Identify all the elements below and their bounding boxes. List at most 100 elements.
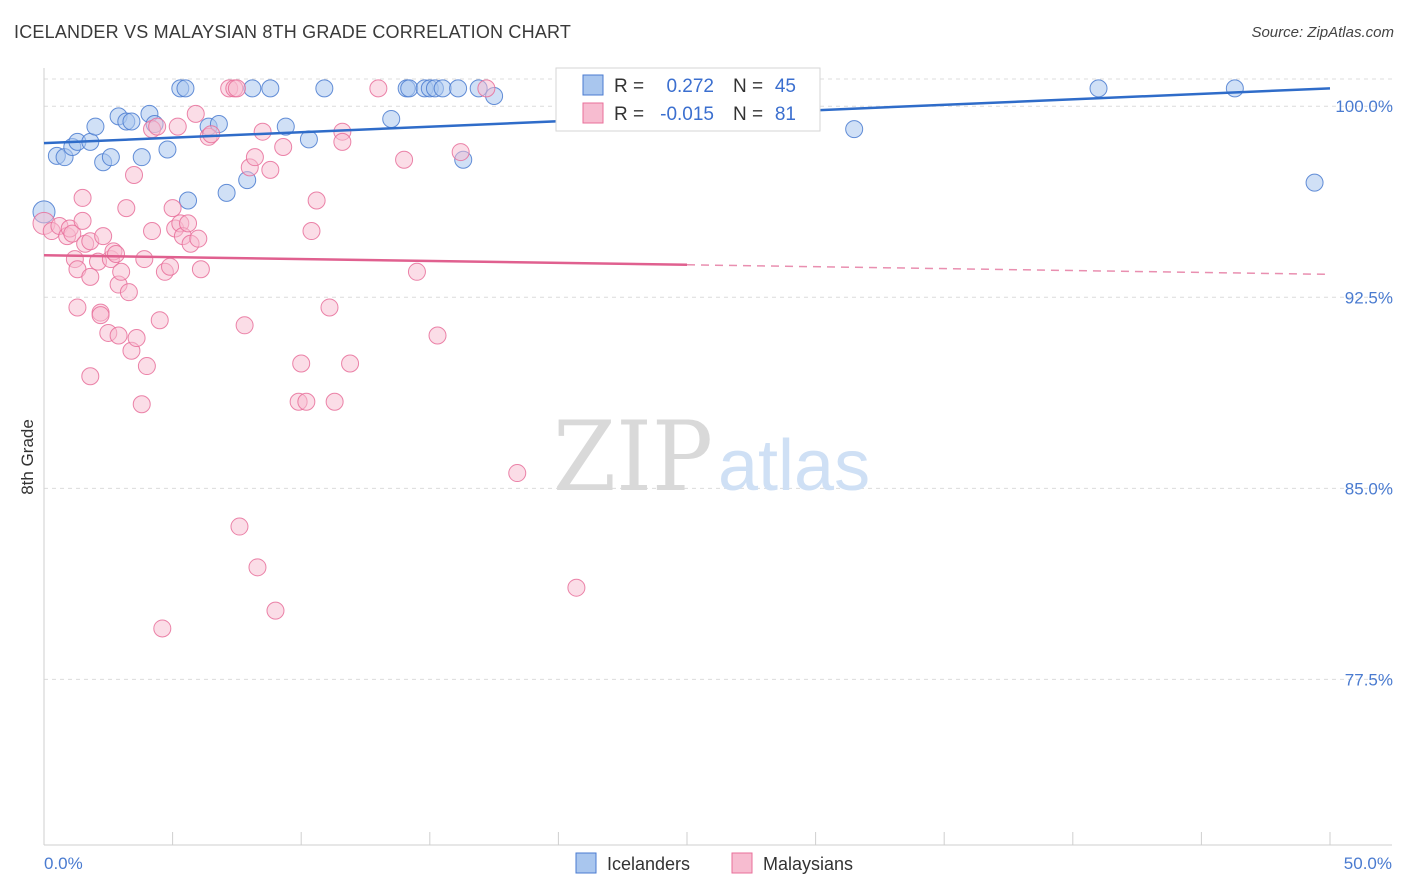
malaysians-point-76 [395,150,414,169]
malaysians-point-37 [150,311,169,330]
malaysians-point-61 [253,122,272,141]
y-tick-label-2: 85.0% [1345,479,1393,498]
malaysians-point-33 [137,357,156,376]
icelanders-point-6 [86,117,105,136]
stats-n-label-malaysians: N = [733,104,763,125]
malaysians-point-36 [148,117,167,136]
icelanders-point-8 [101,148,120,167]
stats-n-label-icelanders: N = [733,76,763,97]
icelanders-point-34 [433,79,452,98]
malaysians-point-57 [235,316,254,335]
malaysians-point-69 [307,191,326,210]
legend-swatch-malaysians[interactable] [731,852,753,874]
malaysians-point-31 [132,395,151,414]
legend-label-malaysians[interactable]: Malaysians [763,854,853,874]
source-credit: Source: ZipAtlas.com [1251,24,1394,41]
y-tick-labels: 100.0% 92.5% 85.0% 77.5% [1335,97,1393,689]
icelanders-point-15 [158,140,177,159]
malaysians-point-66 [292,354,311,373]
malaysians-trend-line [43,253,688,267]
malaysians-point-67 [297,392,316,411]
malaysians-point-40 [161,257,180,276]
malaysians-point-38 [153,619,172,638]
watermark-zip: ZIP [553,401,713,513]
stats-swatch-icelanders [582,74,604,96]
malaysians-point-48 [186,104,205,123]
malaysians-point-12 [81,267,100,286]
malaysians-point-52 [202,125,221,144]
malaysians-point-9 [73,211,92,230]
y-tick-label-0: 100.0% [1335,97,1393,116]
stats-r-label-malaysians: R = [614,104,644,125]
icelanders-point-17 [176,79,195,98]
icelanders-point-11 [122,112,141,131]
malaysians-point-34 [143,222,162,241]
malaysians-point-25 [112,262,131,281]
malaysians-point-64 [274,137,293,156]
stats-r-label-icelanders: R = [614,76,644,97]
icelanders-point-44 [1305,173,1324,192]
malaysians-point-59 [245,148,264,167]
y-tick-label-1: 92.5% [1345,288,1393,307]
watermark: ZIP atlas [553,401,870,513]
stats-swatch-malaysians [582,102,604,124]
malaysians-point-18 [94,227,113,246]
malaysians-point-73 [333,132,352,151]
legend-swatch-icelanders[interactable] [575,852,597,874]
malaysians-point-79 [451,143,470,162]
icelanders-point-25 [276,117,295,136]
x-tick-label-min: 0.0% [44,854,83,873]
malaysians-point-74 [341,354,360,373]
legend-label-icelanders[interactable]: Icelanders [607,854,690,874]
y-axis-label: 8th Grade [18,419,37,495]
malaysians-point-10 [73,188,92,207]
malaysians-point-75 [369,79,388,98]
icelanders-point-21 [217,183,236,202]
malaysians-point-78 [428,326,447,345]
malaysians-point-77 [407,262,426,281]
watermark-atlas: atlas [718,426,870,506]
malaysians-point-63 [266,601,285,620]
stats-n-value-malaysians: 81 [775,104,796,125]
malaysians-point-29 [125,165,144,184]
icelanders-point-27 [315,79,334,98]
malaysians-point-71 [325,392,344,411]
scatter-points [32,79,1324,638]
malaysians-point-46 [179,214,198,233]
icelanders-point-24 [261,79,280,98]
malaysians-point-81 [508,464,527,483]
malaysians-point-82 [567,578,586,597]
malaysians-point-68 [302,222,321,241]
malaysians-point-27 [119,283,138,302]
malaysians-point-5 [63,224,82,243]
malaysians-point-49 [189,229,208,248]
malaysians-point-43 [168,117,187,136]
malaysians-point-41 [163,199,182,218]
malaysians-trend-extension [686,264,1331,276]
icelanders-point-23 [243,79,262,98]
malaysians-point-56 [230,517,249,536]
icelanders-point-26 [299,130,318,149]
chart-title: ICELANDER VS MALAYSIAN 8TH GRADE CORRELA… [14,22,572,42]
malaysians-point-30 [127,329,146,348]
malaysians-point-70 [320,298,339,317]
stats-r-value-icelanders: 0.272 [666,76,714,97]
malaysians-point-50 [191,260,210,279]
icelanders-point-35 [449,79,468,98]
stats-legend: R = 0.272 N = 45 R = -0.015 N = 81 [555,67,821,132]
malaysians-point-23 [109,326,128,345]
stats-n-value-icelanders: 45 [775,76,796,97]
malaysians-point-17 [91,306,110,325]
malaysians-point-80 [477,79,496,98]
malaysians-point-62 [261,160,280,179]
icelanders-point-43 [1225,79,1244,98]
icelanders-point-42 [1089,79,1108,98]
icelanders-point-18 [179,191,198,210]
icelanders-point-12 [132,148,151,167]
series-legend: Icelanders Malaysians [575,852,853,874]
malaysians-point-14 [81,367,100,386]
malaysians-point-26 [117,199,136,218]
malaysians-point-55 [227,79,246,98]
stats-r-value-malaysians: -0.015 [660,104,714,125]
